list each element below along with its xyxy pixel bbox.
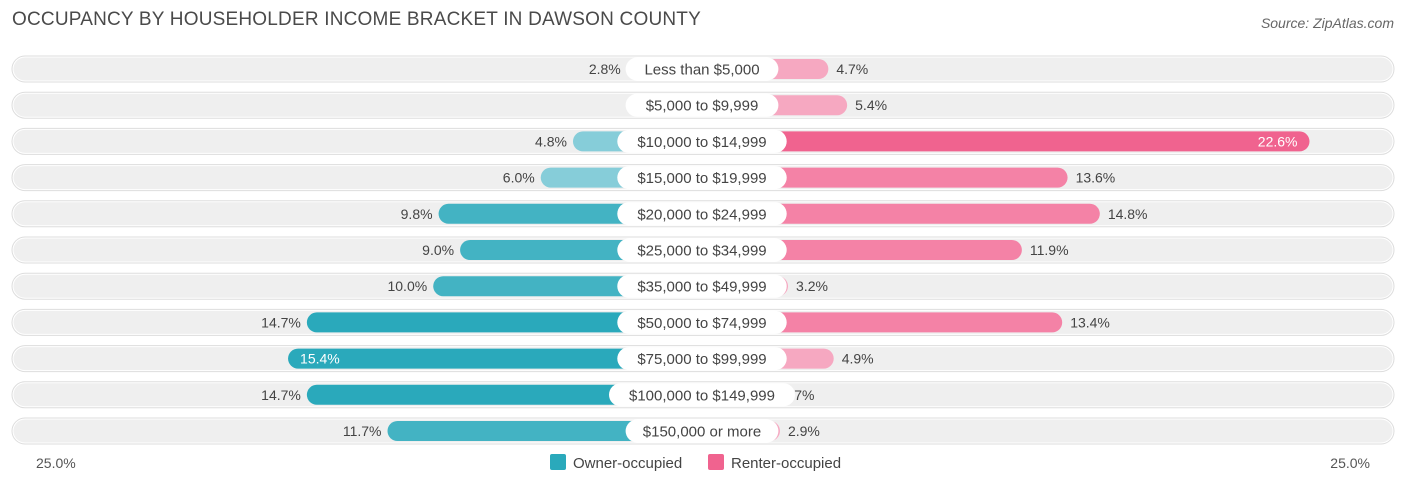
- category-label: $150,000 or more: [643, 424, 761, 441]
- renter-bar: [702, 312, 1063, 333]
- legend: Owner-occupied Renter-occupied: [550, 454, 841, 472]
- chart-row: 14.7% 13.4% $50,000 to $74,999: [11, 308, 1395, 336]
- owner-value-label: 10.0%: [387, 278, 427, 294]
- axis-left-label: 25.0%: [36, 455, 76, 471]
- category-label: $15,000 to $19,999: [637, 170, 766, 187]
- chart-source: Source: ZipAtlas.com: [1260, 15, 1394, 31]
- category-label: $100,000 to $149,999: [629, 387, 775, 404]
- renter-value-label: 13.4%: [1070, 314, 1110, 330]
- owner-value-label: 9.0%: [422, 242, 454, 258]
- owner-value-label: 6.0%: [503, 170, 535, 186]
- owner-value-label: 11.7%: [343, 423, 382, 439]
- category-label: $5,000 to $9,999: [646, 98, 759, 115]
- legend-swatch-renter: [708, 454, 724, 470]
- category-label: $75,000 to $99,999: [637, 351, 766, 368]
- renter-value-label: 4.7%: [836, 61, 868, 77]
- chart-row: 15.4% 4.9% $75,000 to $99,999: [11, 345, 1395, 373]
- legend-label-renter: Renter-occupied: [731, 455, 841, 472]
- renter-value-label: 14.8%: [1108, 206, 1148, 222]
- category-pill: [609, 383, 795, 407]
- legend-swatch-owner: [550, 454, 566, 470]
- legend-label-owner: Owner-occupied: [573, 455, 682, 472]
- owner-value-label: 14.7%: [261, 314, 301, 330]
- owner-value-label: 14.7%: [261, 387, 301, 403]
- renter-value-label: 5.4%: [855, 97, 887, 113]
- chart-row: 4.8% 22.6% $10,000 to $14,999: [11, 127, 1395, 155]
- chart-row: 9.0% 11.9% $25,000 to $34,999: [11, 236, 1395, 264]
- owner-value-label: 4.8%: [535, 133, 567, 149]
- owner-bar: [306, 312, 702, 333]
- renter-value-label: 22.6%: [1258, 133, 1298, 149]
- chart-row: 14.7% 2.7%$100,000 to $149,999: [11, 381, 1395, 409]
- category-label: $20,000 to $24,999: [637, 206, 766, 223]
- chart-row: 9.8% 14.8% $20,000 to $24,999: [11, 200, 1395, 228]
- owner-bar: [288, 348, 702, 369]
- owner-value-label: 15.4%: [300, 351, 340, 367]
- category-label: $50,000 to $74,999: [637, 315, 766, 332]
- chart-row: 6.0% 13.6% $15,000 to $19,999: [11, 164, 1395, 192]
- renter-value-label: 4.9%: [842, 351, 874, 367]
- owner-value-label: 2.8%: [589, 61, 621, 77]
- renter-value-label: 13.6%: [1076, 170, 1116, 186]
- axis-right-label: 25.0%: [1330, 455, 1370, 471]
- chart-row: 1.2%5.4%$5,000 to $9,999: [11, 91, 1395, 119]
- renter-bar: [702, 167, 1068, 188]
- category-pill: [625, 93, 779, 117]
- chart-row: 10.0% 3.2% $35,000 to $49,999: [11, 272, 1395, 300]
- chart-row: 2.8% 4.7% Less than $5,000: [11, 55, 1395, 83]
- category-pill: [617, 238, 787, 262]
- category-pill: [617, 129, 787, 153]
- category-pill: [625, 419, 779, 443]
- category-pill: [617, 347, 787, 371]
- owner-bar: [387, 421, 702, 441]
- category-pill: [617, 274, 787, 298]
- owner-value-label: 9.8%: [401, 206, 433, 222]
- chart-row: 11.7% 2.9% $150,000 or more: [11, 417, 1395, 445]
- chart-title: OCCUPANCY BY HOUSEHOLDER INCOME BRACKET …: [12, 9, 701, 30]
- category-pill: [617, 166, 787, 190]
- category-pill: [625, 57, 779, 81]
- renter-value-label: 11.9%: [1030, 242, 1069, 258]
- renter-bar: [702, 203, 1100, 224]
- renter-value-label: 3.2%: [796, 278, 828, 294]
- renter-value-label: 2.9%: [788, 423, 820, 439]
- owner-bar: [306, 384, 702, 405]
- category-pill: [617, 202, 787, 226]
- category-label: $25,000 to $34,999: [637, 243, 766, 260]
- category-label: $35,000 to $49,999: [637, 279, 766, 296]
- category-label: $10,000 to $14,999: [637, 134, 766, 151]
- category-label: Less than $5,000: [644, 62, 759, 79]
- renter-bar: [702, 131, 1310, 152]
- category-pill: [617, 310, 787, 334]
